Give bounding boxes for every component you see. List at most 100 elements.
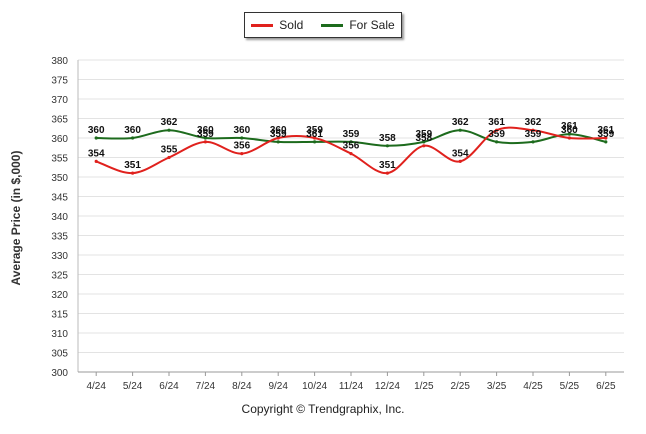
data-label-for-sale: 359 [270, 129, 287, 140]
x-tick-label: 3/25 [487, 381, 507, 392]
data-label-for-sale: 359 [488, 129, 505, 140]
data-point-for-sale [458, 128, 462, 132]
data-point-sold [203, 140, 207, 144]
x-tick-label: 2/25 [450, 381, 470, 392]
data-label-sold: 361 [597, 125, 614, 136]
y-axis-title: Average Price (in $,000) [9, 150, 23, 286]
data-point-for-sale [495, 140, 499, 144]
data-label-for-sale: 360 [88, 125, 105, 136]
y-tick-label: 355 [51, 154, 68, 165]
x-tick-label: 4/24 [86, 381, 106, 392]
data-point-for-sale [604, 140, 608, 144]
copyright-text: Copyright © Trendgraphix, Inc. [241, 402, 405, 416]
x-tick-label: 6/25 [596, 381, 616, 392]
data-point-sold [604, 136, 608, 140]
data-point-sold [313, 136, 317, 140]
y-tick-label: 330 [51, 251, 68, 262]
x-tick-label: 8/24 [232, 381, 252, 392]
data-point-for-sale [313, 140, 317, 144]
data-point-sold [531, 128, 535, 132]
data-point-sold [240, 152, 244, 156]
series-lines [94, 126, 608, 175]
data-point-for-sale [167, 128, 171, 132]
y-tick-label: 365 [51, 115, 68, 126]
y-tick-label: 345 [51, 193, 68, 204]
data-point-sold [385, 171, 389, 175]
chart-legend: Sold For Sale [244, 12, 402, 38]
data-label-for-sale: 359 [343, 129, 360, 140]
x-tick-label: 10/24 [302, 381, 327, 392]
y-tick-label: 360 [51, 134, 68, 145]
x-tick-label: 5/25 [560, 381, 580, 392]
legend-label-for-sale: For Sale [349, 18, 395, 32]
y-tick-label: 320 [51, 290, 68, 301]
data-label-sold: 355 [161, 145, 178, 156]
data-label-sold: 356 [233, 141, 250, 152]
data-point-sold [422, 144, 426, 148]
y-tick-label: 300 [51, 368, 68, 379]
data-label-sold: 359 [306, 125, 323, 136]
data-label-for-sale: 360 [124, 125, 141, 136]
data-label-for-sale: 360 [197, 125, 214, 136]
data-point-sold [495, 128, 499, 132]
data-label-sold: 361 [488, 117, 505, 128]
x-tick-label: 6/24 [159, 381, 179, 392]
data-label-for-sale: 359 [525, 129, 542, 140]
data-point-for-sale [422, 140, 426, 144]
x-tick-label: 9/24 [268, 381, 288, 392]
y-tick-label: 380 [51, 56, 68, 67]
legend-swatch-sold [251, 23, 274, 27]
y-tick-label: 325 [51, 271, 68, 282]
data-point-sold [131, 171, 135, 175]
data-label-sold: 360 [561, 125, 578, 136]
data-label-sold: 360 [270, 125, 287, 136]
data-label-sold: 359 [197, 129, 214, 140]
data-point-sold [167, 155, 171, 160]
y-axis-tick-labels: 300 305 310 315 320 325 330 335 340 345 350 355 360 3… [51, 56, 68, 379]
legend-label-sold: Sold [279, 18, 304, 32]
data-point-sold [276, 136, 280, 140]
y-axis-title-wrap: Average Price (in $,000) [6, 60, 26, 376]
data-label-for-sale: 361 [306, 129, 323, 140]
x-tick-label: 4/25 [523, 381, 543, 392]
data-point-for-sale [203, 136, 207, 140]
data-label-for-sale: 362 [161, 117, 178, 128]
x-tick-label: 11/24 [339, 381, 364, 392]
y-tick-label: 310 [51, 329, 68, 340]
data-point-sold [458, 159, 462, 163]
data-point-sold [94, 159, 98, 163]
y-tick-label: 375 [51, 76, 68, 87]
x-tick-label: 7/24 [196, 381, 216, 392]
data-label-sold: 351 [124, 160, 141, 171]
x-tick-label: 12/24 [375, 381, 400, 392]
y-tick-label: 340 [51, 212, 68, 223]
data-label-for-sale: 359 [597, 129, 614, 140]
y-tick-label: 350 [51, 173, 68, 184]
data-label-for-sale: 360 [233, 125, 250, 136]
data-point-for-sale [240, 136, 244, 140]
y-tick-label: 305 [51, 349, 68, 360]
legend-item-for-sale: For Sale [321, 18, 395, 32]
data-label-for-sale: 362 [452, 117, 469, 128]
data-label-sold: 358 [415, 133, 432, 144]
data-label-sold: 362 [525, 117, 542, 128]
y-tick-label: 315 [51, 310, 68, 321]
data-point-for-sale [567, 132, 572, 136]
y-tick-label: 370 [51, 95, 68, 106]
data-label-sold: 354 [88, 148, 105, 159]
x-tick-label: 5/24 [123, 381, 143, 392]
data-label-sold: 351 [379, 160, 396, 171]
data-label-for-sale: 358 [379, 133, 396, 144]
legend-item-sold: Sold [251, 18, 303, 32]
data-label-for-sale: 359 [415, 129, 432, 140]
legend-swatch-for-sale [321, 23, 344, 27]
data-point-for-sale [385, 144, 389, 148]
data-point-for-sale [349, 140, 353, 144]
data-point-for-sale [131, 136, 135, 140]
data-label-sold: 356 [343, 141, 360, 152]
data-label-for-sale: 361 [561, 121, 578, 132]
data-point-for-sale [531, 140, 535, 144]
data-point-sold [567, 136, 572, 140]
